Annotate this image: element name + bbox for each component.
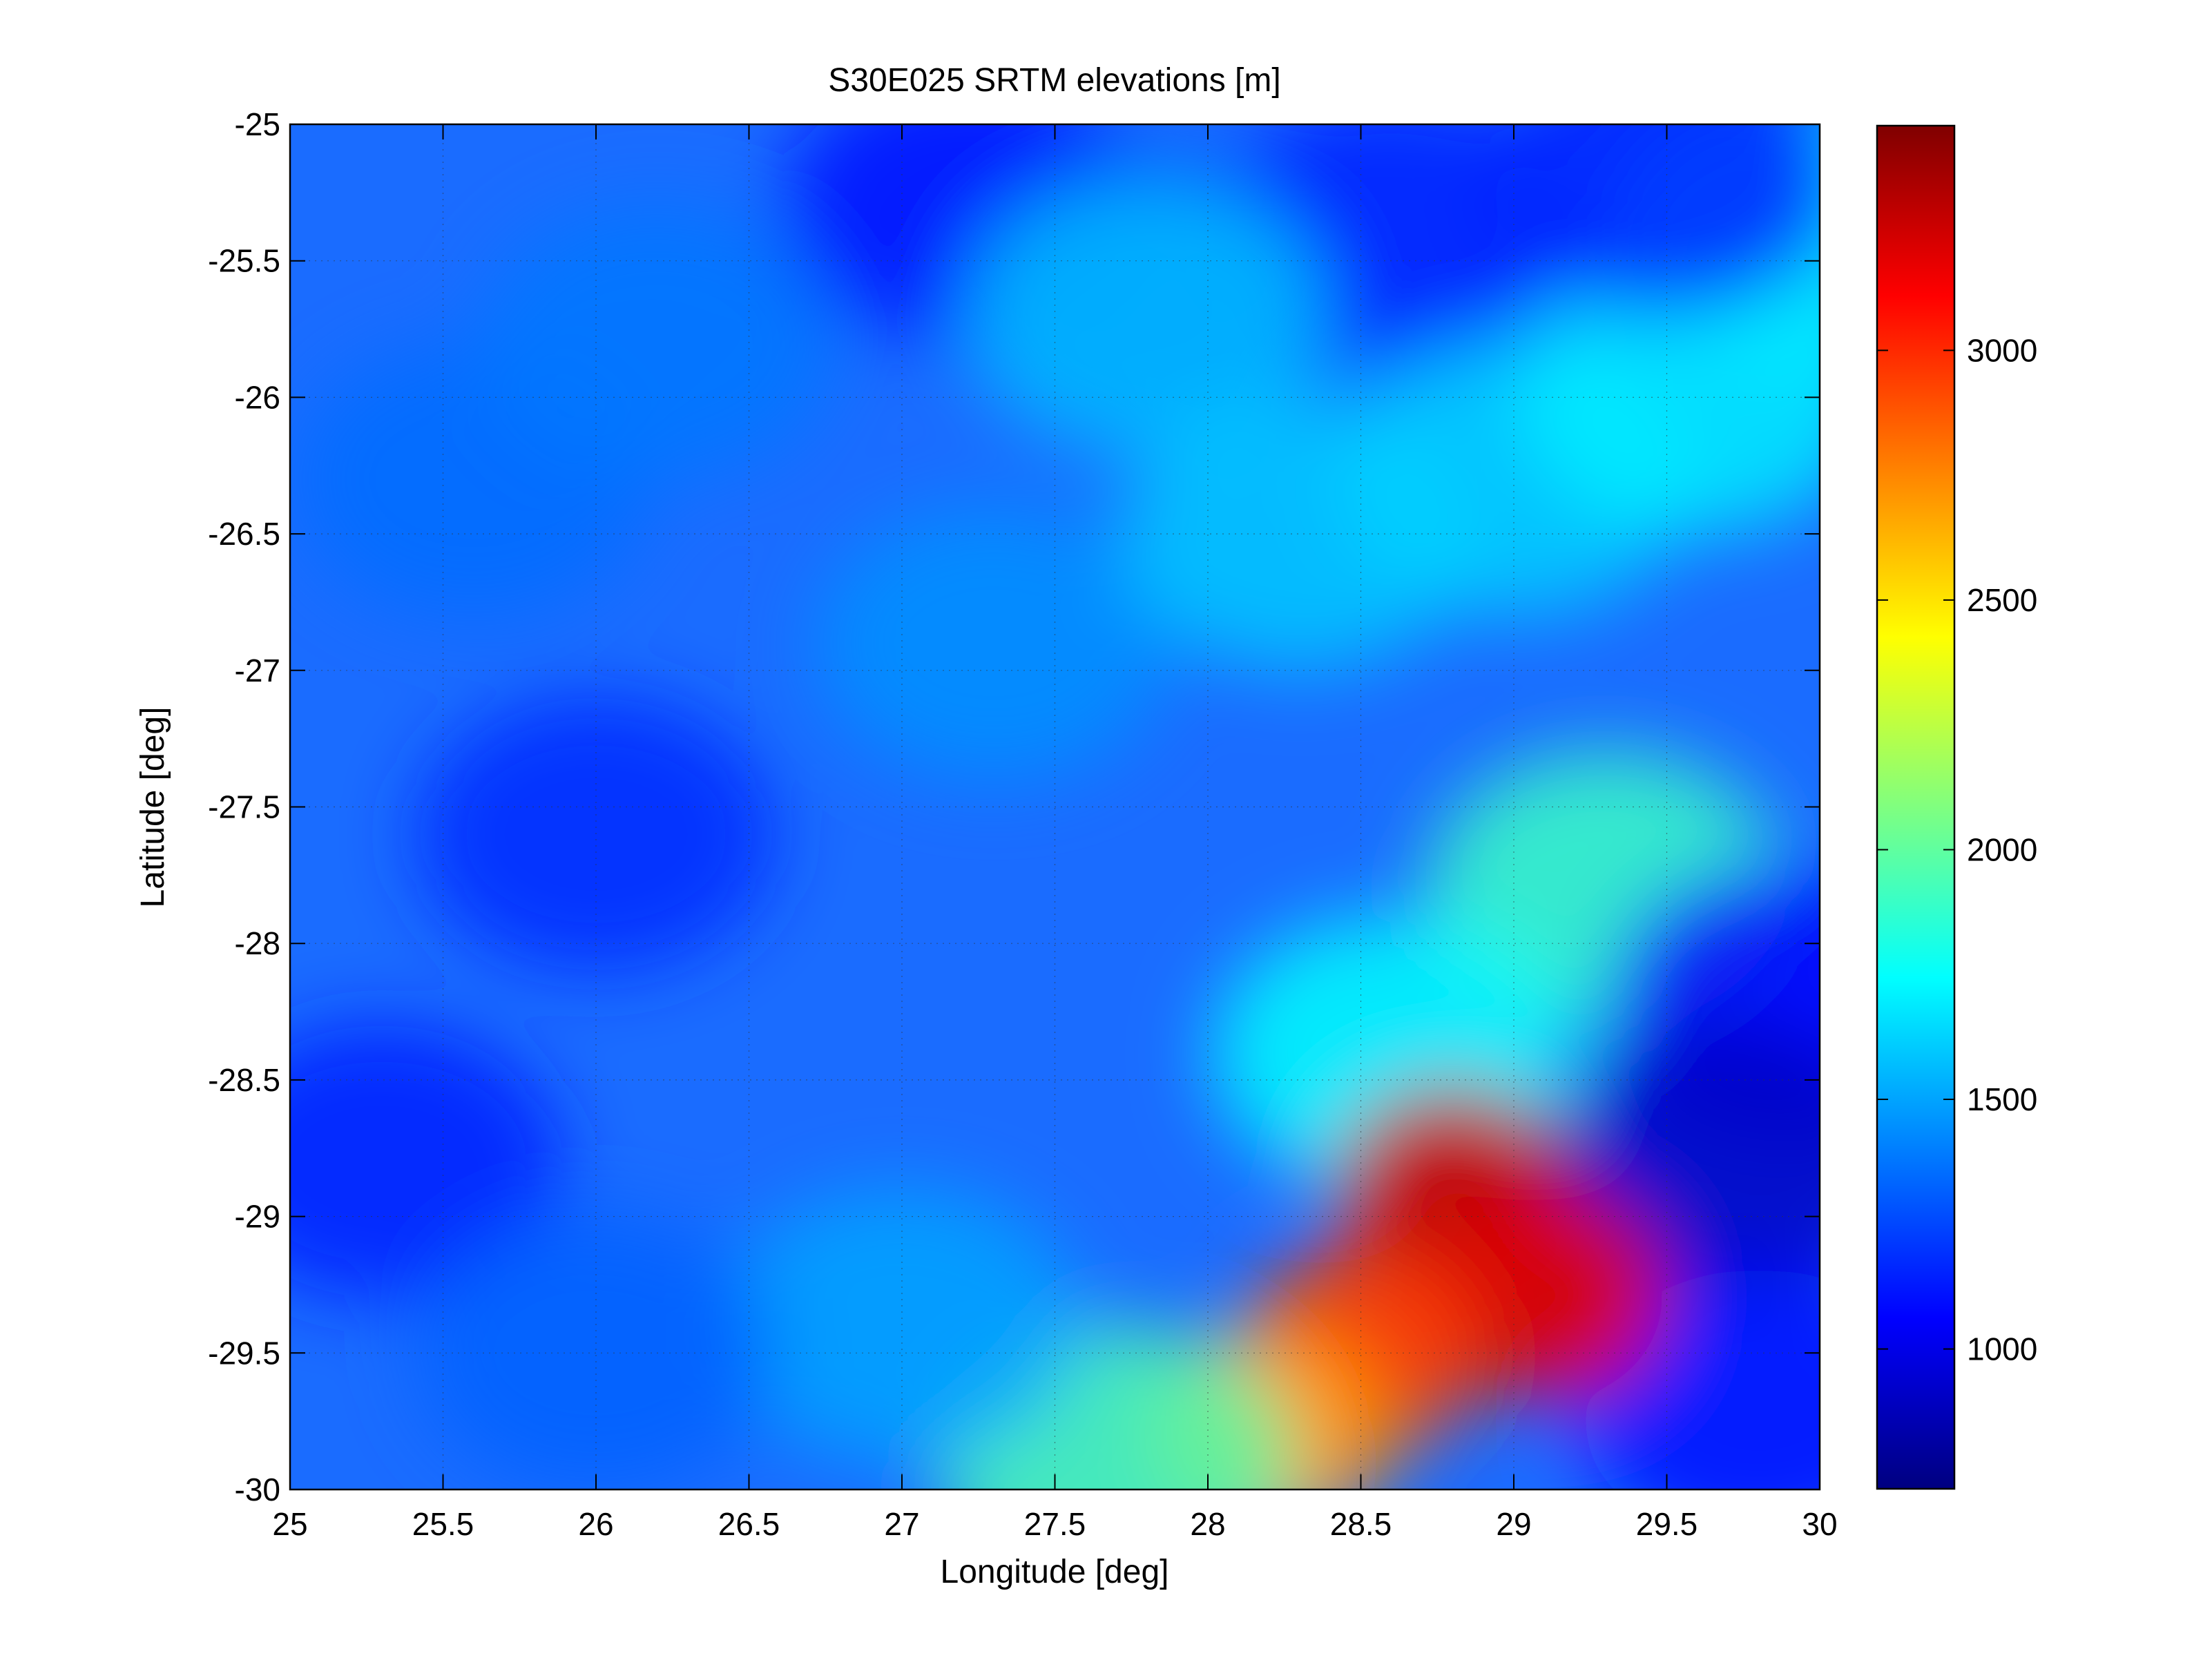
y-tick-label: -29 (235, 1199, 280, 1235)
colorbar-tick-label: 2500 (1967, 582, 2037, 618)
colorbar: 1000 1500 2000 2500 3000 (1876, 124, 2037, 1490)
y-axis-label: Latitude [deg] (135, 707, 171, 908)
x-tick-label: 27.5 (1024, 1506, 1086, 1542)
elevation-blob (416, 1215, 776, 1490)
colorbar-tick-label: 2000 (1967, 831, 2037, 867)
y-axis-ticks: -25 -25.5 -26 -26.5 -27 -27.5 -28 -28.5 -29 -29.5… (208, 106, 1820, 1507)
x-tick-label: 29 (1496, 1506, 1531, 1542)
colorbar-tick-label: 1000 (1967, 1331, 2037, 1367)
x-tick-label: 30 (1802, 1506, 1837, 1542)
colorbar-tick-label: 1500 (1967, 1081, 2037, 1117)
elevation-blob (1427, 1195, 1662, 1402)
colorbar-tick-label: 3000 (1967, 332, 2037, 368)
plot-area: 25 25.5 26 26.5 27 27.5 28 28.5 29 29.5 30 -25 -25.… (208, 106, 1838, 1542)
elevation-blob (967, 177, 1327, 454)
x-axis-ticks: 25 25.5 26 26.5 27 27.5 28 28.5 29 29.5 30 (272, 124, 1838, 1542)
x-tick-label: 28.5 (1330, 1506, 1392, 1542)
colorbar-frame (1876, 124, 1956, 1490)
y-tick-label: -26.5 (208, 516, 280, 552)
colorbar-ticks: 1000 1500 2000 2500 3000 (1877, 332, 2037, 1367)
elevation-blob (477, 204, 837, 481)
y-tick-label: -27.5 (208, 789, 280, 825)
y-tick-label: -30 (235, 1472, 280, 1507)
elevation-blob (416, 696, 776, 973)
y-tick-label: -27 (235, 653, 280, 688)
x-tick-label: 27 (884, 1506, 919, 1542)
x-tick-label: 29.5 (1636, 1506, 1698, 1542)
x-tick-label: 26.5 (718, 1506, 780, 1542)
elevation-blob (722, 1187, 1081, 1464)
chart-title: S30E025 SRTM elevations [m] (828, 62, 1280, 99)
elevation-blob (814, 505, 1173, 782)
y-tick-label: -25 (235, 106, 280, 142)
colorbar-gradient (1877, 126, 1954, 1489)
elevation-field (290, 124, 1820, 1490)
grid-lines (290, 124, 1820, 1490)
elevation-blob (1487, 124, 1820, 318)
y-tick-label: -25.5 (208, 243, 280, 279)
x-tick-label: 25 (272, 1506, 307, 1542)
elevation-blob (290, 1023, 561, 1300)
x-tick-label: 26 (578, 1506, 613, 1542)
x-tick-label: 25.5 (412, 1506, 474, 1542)
y-tick-label: -28.5 (208, 1062, 280, 1098)
y-tick-label: -26 (235, 379, 280, 415)
y-tick-label: -28 (235, 925, 280, 961)
y-tick-label: -29.5 (208, 1335, 280, 1371)
elevation-heatmap (290, 124, 1820, 1490)
x-tick-label: 28 (1190, 1506, 1225, 1542)
x-axis-label: Longitude [deg] (941, 1554, 1169, 1590)
